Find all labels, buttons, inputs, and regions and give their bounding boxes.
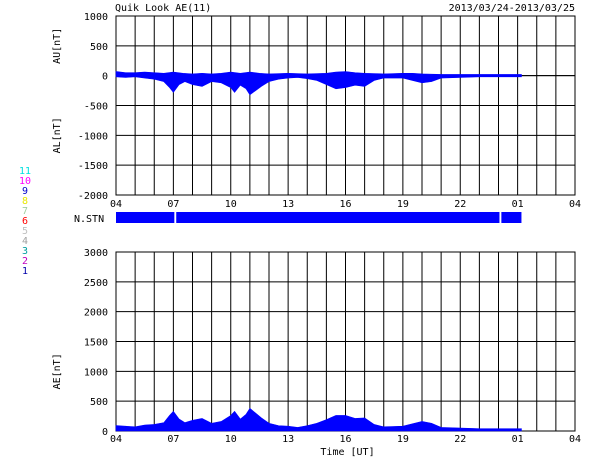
ae-panel: 3000 2500 2000 1500 1000 500 0 AE[nT] 04 07 10 13 16… <box>52 248 581 458</box>
legend-entry: 4 <box>22 236 28 247</box>
y-axis-label-al: AL[nT] <box>52 117 63 153</box>
x-tick-label: 16 <box>339 434 351 445</box>
y-tick-label: 2000 <box>84 308 108 319</box>
x-tick-label: 07 <box>167 199 179 210</box>
au-al-panel: 1000 500 0 -500 -1000 -1500 -2000 AU[nT] AL[nT] 0… <box>52 12 581 210</box>
x-tick-label: 19 <box>397 434 409 445</box>
series-ae-area <box>115 407 522 432</box>
x-tick-label: 04 <box>569 434 581 445</box>
station-count-panel: N.STN <box>74 212 522 225</box>
legend-entry: 7 <box>22 206 28 217</box>
station-bar-segment <box>501 212 522 223</box>
x-axis-label: Time [UT] <box>320 447 374 458</box>
y-tick-label: 500 <box>90 397 108 408</box>
legend-entry: 5 <box>22 226 28 237</box>
x-tick-label: 04 <box>110 434 122 445</box>
x-tick-label: 10 <box>225 434 237 445</box>
plot-frame <box>115 15 576 196</box>
x-tick-label: 13 <box>282 434 294 445</box>
legend-entry: 8 <box>22 196 28 207</box>
y-tick-label: 500 <box>90 42 108 53</box>
x-tick-label: 13 <box>282 199 294 210</box>
legend-entry: 1 <box>22 266 28 277</box>
x-tick-label: 10 <box>225 199 237 210</box>
y-tick-label: -1500 <box>78 161 108 172</box>
y-tick-label: -2000 <box>78 191 108 202</box>
date-range: 2013/03/24-2013/03/25 <box>449 3 575 14</box>
legend-entry: 10 <box>19 176 31 187</box>
x-tick-label: 22 <box>454 434 466 445</box>
y-tick-label: 3000 <box>84 248 108 259</box>
x-tick-label: 16 <box>339 199 351 210</box>
y-axis-label-ae: AE[nT] <box>52 353 63 389</box>
x-tick-label: 07 <box>167 434 179 445</box>
y-tick-label: 1000 <box>84 367 108 378</box>
x-tick-label: 04 <box>569 199 581 210</box>
y-tick-label: 1000 <box>84 12 108 23</box>
x-tick-label: 19 <box>397 199 409 210</box>
y-tick-label: -1000 <box>78 131 108 142</box>
station-bar-segment <box>116 212 175 223</box>
y-tick-label: -500 <box>84 102 108 113</box>
series-al-area <box>115 75 522 96</box>
series-au-area <box>115 71 522 76</box>
legend-entry: 2 <box>22 256 28 267</box>
x-tick-label: 01 <box>512 434 524 445</box>
x-tick-label: 01 <box>512 199 524 210</box>
legend-entry: 6 <box>22 216 28 227</box>
chart-title: Quik Look AE(11) <box>115 3 211 14</box>
x-tick-label: 22 <box>454 199 466 210</box>
y-tick-label: 0 <box>102 427 108 438</box>
x-tick-label: 04 <box>110 199 122 210</box>
legend-entry: 11 <box>19 166 31 177</box>
station-count-label: N.STN <box>74 214 104 225</box>
y-axis-label-au: AU[nT] <box>52 28 63 64</box>
legend-entry: 3 <box>22 246 28 257</box>
y-tick-label: 2500 <box>84 278 108 289</box>
legend-entry: 9 <box>22 186 28 197</box>
y-tick-label: 1500 <box>84 338 108 349</box>
y-tick-label: 0 <box>102 72 108 83</box>
station-bar-segment <box>176 212 500 223</box>
